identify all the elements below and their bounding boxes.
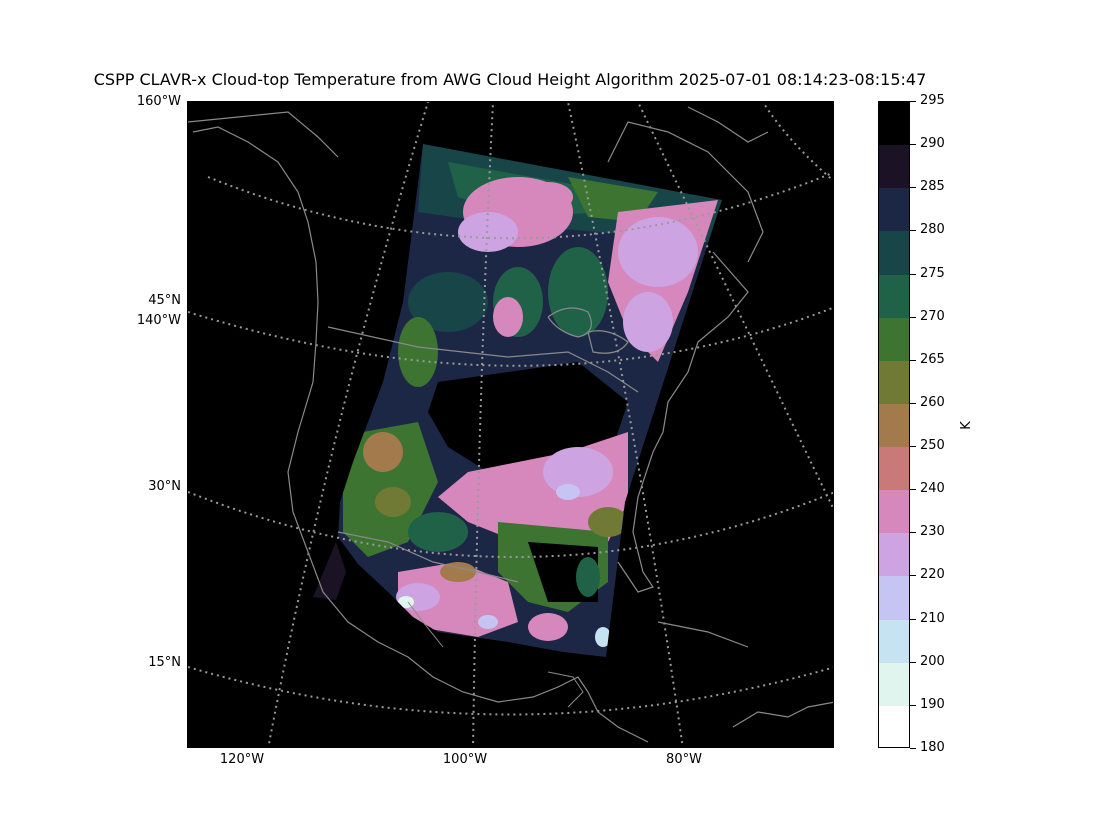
graticule (188, 102, 833, 747)
map-panel (187, 101, 834, 748)
colorbar-segment (879, 447, 909, 491)
lat-label-30: 30°N (148, 479, 181, 494)
colorbar-segment (879, 662, 909, 707)
colorbar-segment (879, 231, 909, 276)
colorbar-tick (910, 187, 916, 189)
plot-title: CSPP CLAVR-x Cloud-top Temperature from … (93, 70, 927, 89)
colorbar-tick-label: 240 (920, 481, 945, 497)
cloud-fragment (313, 542, 346, 600)
colorbar-tick-label: 265 (920, 351, 945, 367)
colorbar-tick-label: 275 (920, 265, 945, 281)
colorbar-segment (879, 145, 909, 189)
colorbar-tick-label: 180 (920, 740, 945, 755)
colorbar-segment (879, 576, 909, 621)
colorbar-tick (910, 101, 916, 102)
colorbar-tick-label: 200 (920, 653, 945, 669)
colorbar-segment (879, 533, 909, 577)
colorbar-tick-label: 220 (920, 567, 945, 583)
lon-label-140w: 140°W (136, 313, 181, 328)
colorbar-segment (879, 705, 909, 747)
colorbar-tick (910, 230, 916, 232)
colorbar-tick (910, 446, 916, 448)
colorbar-tick-label: 270 (920, 308, 945, 324)
map-svg (188, 102, 833, 747)
colorbar-tick-label: 295 (920, 93, 945, 108)
colorbar-segment (879, 317, 909, 362)
colorbar-tick (910, 704, 916, 706)
colorbar-tick (910, 532, 916, 534)
colorbar-segment (879, 360, 909, 405)
colorbar-tick (910, 661, 916, 663)
colorbar-tick-label: 190 (920, 696, 945, 712)
lon-label-160w: 160°W (136, 94, 181, 109)
colorbar-segment (879, 102, 909, 146)
lon-label-80w: 80°W (666, 752, 702, 767)
colorbar-segment (879, 274, 909, 319)
cloud-swath (338, 144, 722, 657)
colorbar-segment (879, 188, 909, 232)
colorbar-tick-label: 280 (920, 222, 945, 238)
colorbar-tick (910, 618, 916, 620)
colorbar-segment (879, 403, 909, 448)
colorbar-tick (910, 359, 916, 361)
colorbar-tick-label: 290 (920, 136, 945, 152)
colorbar-tick (910, 273, 916, 275)
colorbar-tick (910, 316, 916, 318)
colorbar-tick (910, 402, 916, 404)
colorbar-tick (910, 748, 916, 749)
coastlines (188, 106, 833, 743)
colorbar-unit-label: K (958, 421, 974, 430)
colorbar-tick-label: 260 (920, 394, 945, 410)
colorbar-tick (910, 489, 916, 491)
colorbar-tick-label: 285 (920, 179, 945, 195)
colorbar-segment (879, 619, 909, 664)
colorbar-tick (910, 575, 916, 577)
colorbar-tick-label: 210 (920, 610, 945, 626)
colorbar-tick (910, 144, 916, 146)
colorbar (878, 101, 910, 748)
lat-label-15: 15°N (148, 655, 181, 670)
colorbar-segment (879, 490, 909, 534)
colorbar-tick-label: 250 (920, 438, 945, 454)
lon-label-100w: 100°W (442, 752, 488, 767)
lon-label-120w: 120°W (219, 752, 265, 767)
borders (407, 601, 584, 708)
lat-label-45: 45°N (148, 293, 181, 308)
colorbar-tick-label: 230 (920, 524, 945, 540)
